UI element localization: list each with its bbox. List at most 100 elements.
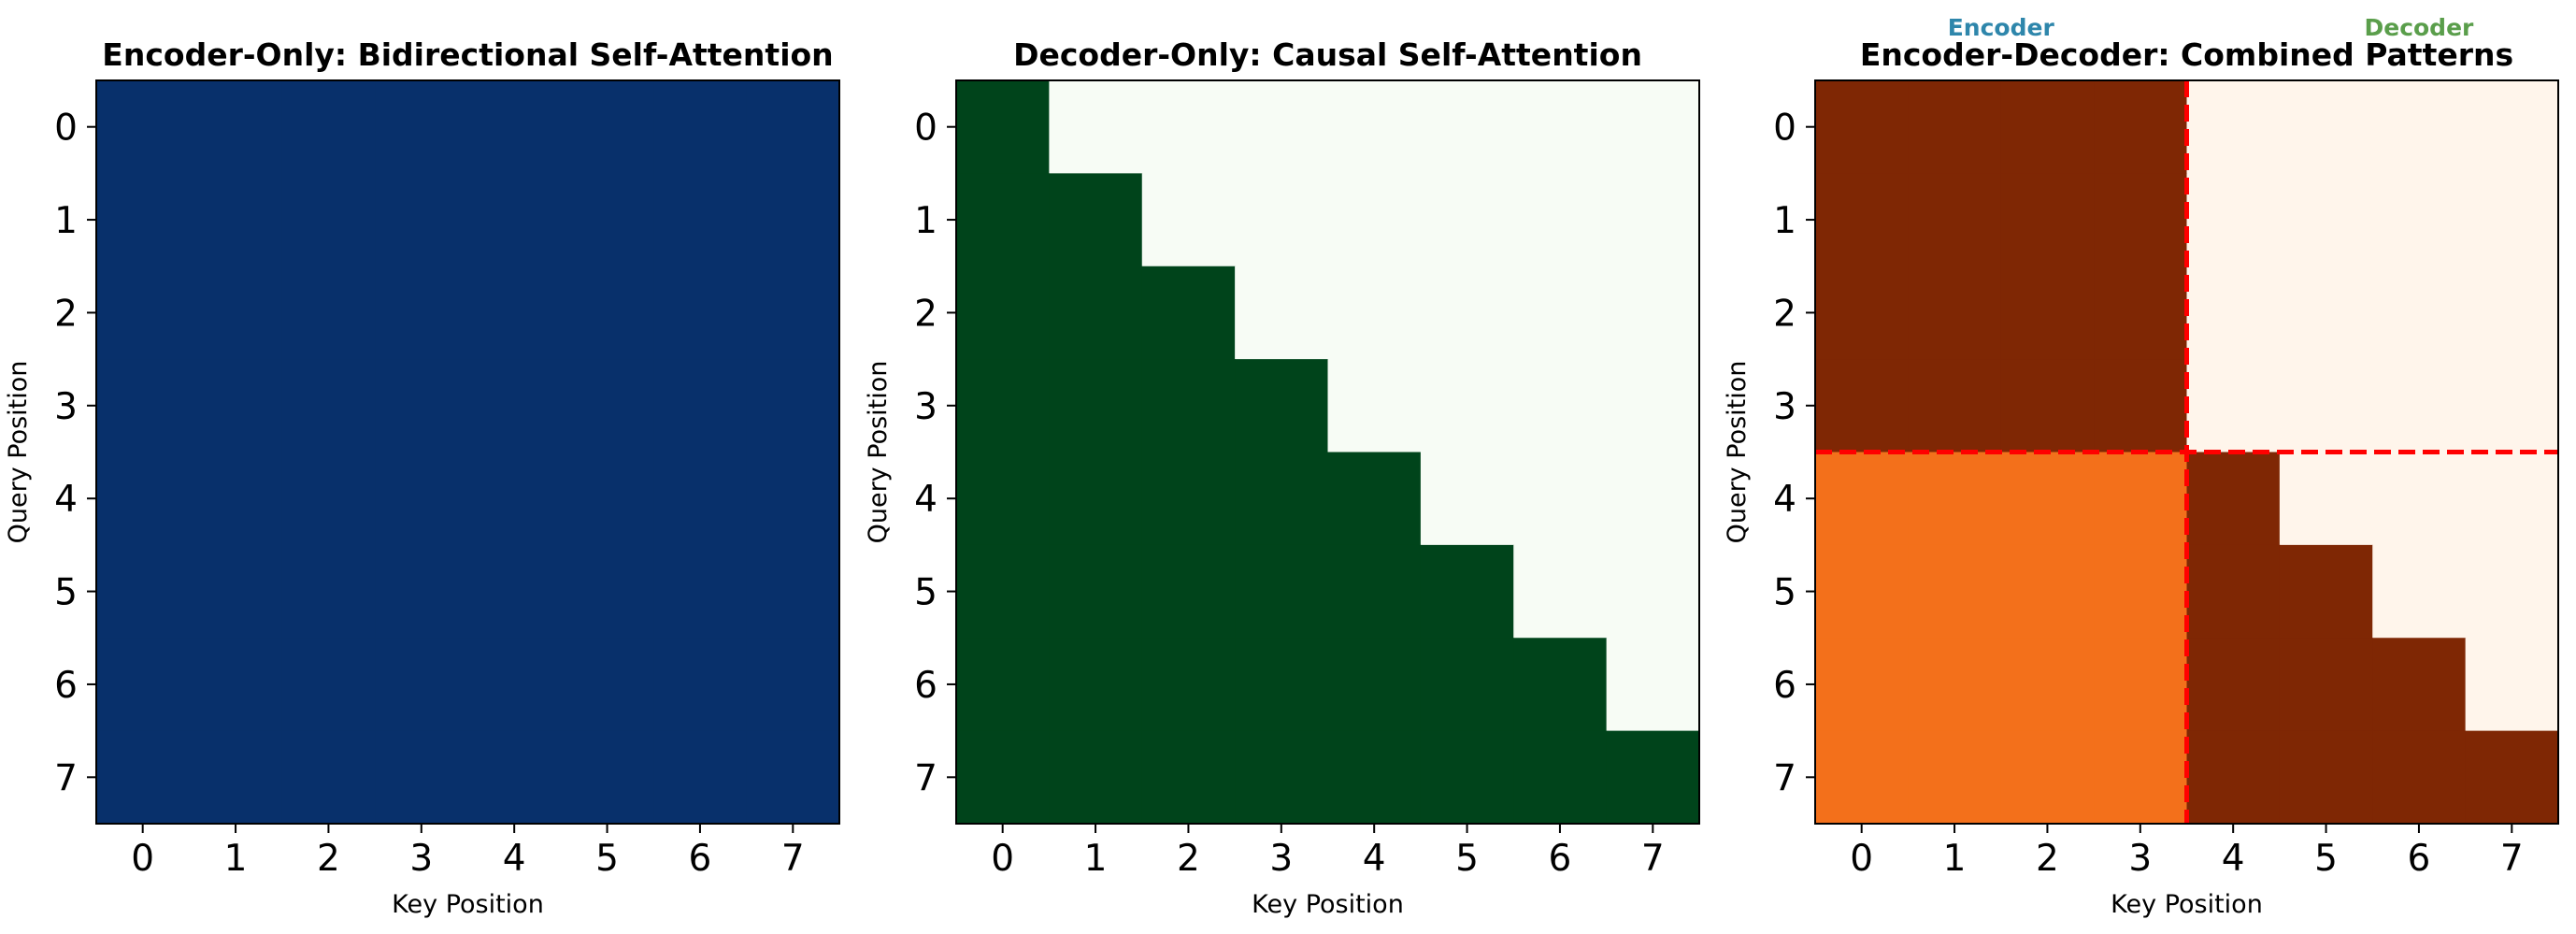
heatmap-cell-r6-c0 [96,638,190,732]
heatmap-cell-r0-c7 [746,80,840,174]
heatmap-cell-r3-c6 [1513,359,1608,453]
heatmap-cell-r0-c2 [2000,80,2095,174]
panel-title: Decoder-Only: Causal Self-Attention [1013,36,1642,73]
heatmap-cell-r5-c4 [2186,544,2281,639]
heatmap-cell-r1-c2 [1141,173,1236,267]
heatmap-cell-r1-c1 [1908,173,2002,267]
y-tick-label: 6 [54,665,78,707]
heatmap-cell-r7-c5 [1420,730,1514,825]
heatmap-cell-r4-c3 [2094,452,2188,546]
heatmap-cell-r7-c5 [560,730,654,825]
heatmap-cell-r6-c6 [1513,638,1608,732]
y-tick-label: 7 [1773,757,1796,799]
y-tick-label: 7 [914,757,937,799]
y-tick-label: 2 [54,293,78,335]
heatmap-cell-r4-c7 [2465,452,2559,546]
heatmap-cell-r7-c5 [2279,730,2373,825]
heatmap-cell-r5-c7 [1606,544,1700,639]
heatmap-cell-r6-c2 [2000,638,2095,732]
region-label-decoder: Decoder [2364,14,2474,41]
x-axis-label: Key Position [2111,890,2263,919]
heatmap-cell-r6-c7 [2465,638,2559,732]
heatmap-cell-r2-c0 [956,266,1050,360]
heatmap-cell-r4-c7 [1606,452,1700,546]
heatmap-cell-r7-c4 [2186,730,2281,825]
heatmap-cell-r7-c7 [1606,730,1700,825]
y-axis-label: Query Position [4,361,33,544]
heatmap-cell-r0-c6 [653,80,748,174]
x-tick-label: 7 [1641,838,1665,880]
y-tick-label: 6 [914,665,937,707]
heatmap-cell-r0-c3 [2094,80,2188,174]
heatmap-cell-r3-c3 [2094,359,2188,453]
heatmap-cell-r5-c6 [1513,544,1608,639]
heatmap-cell-r5-c4 [1327,544,1422,639]
heatmap-cell-r7-c6 [653,730,748,825]
heatmap-cell-r4-c0 [1815,452,1909,546]
heatmap-cell-r1-c5 [2279,173,2373,267]
y-tick-label: 2 [1773,293,1796,335]
x-tick-label: 0 [131,838,154,880]
heatmap-cell-r1-c2 [2000,173,2095,267]
heatmap-cell-r3-c7 [2465,359,2559,453]
heatmap-cell-r5-c2 [281,544,376,639]
heatmap-cell-r4-c2 [281,452,376,546]
heatmap-cell-r1-c7 [1606,173,1700,267]
heatmap-cell-r3-c2 [281,359,376,453]
heatmap-cell-r4-c4 [467,452,562,546]
x-tick-label: 5 [595,838,619,880]
heatmap-cell-r2-c4 [1327,266,1422,360]
x-tick-label: 6 [2408,838,2431,880]
heatmap-cell-r6-c4 [467,638,562,732]
heatmap-cell-r2-c3 [375,266,469,360]
heatmap-cell-r1-c0 [1815,173,1909,267]
x-tick-label: 0 [991,838,1014,880]
heatmap-cell-r0-c5 [2279,80,2373,174]
heatmap-cell-r5-c7 [2465,544,2559,639]
y-tick-label: 0 [1773,108,1796,150]
heatmap-cell-r0-c6 [2372,80,2467,174]
heatmap-cell-r3-c3 [1235,359,1329,453]
heatmap-cell-r7-c0 [96,730,190,825]
heatmap-cell-r0-c2 [281,80,376,174]
heatmap-panel-3: 0 1 2 3 4 5 6 7 0 1 2 3 4 5 6 7 Encoder-Decoder: Combine… [1723,14,2559,919]
heatmap-cell-r1-c4 [1327,173,1422,267]
heatmap-cell-r7-c7 [746,730,840,825]
heatmap-cell-r5-c2 [1141,544,1236,639]
heatmap-cell-r2-c6 [1513,266,1608,360]
heatmap-cell-r3-c2 [1141,359,1236,453]
y-tick-label: 7 [54,757,78,799]
heatmap-cell-r0-c5 [560,80,654,174]
heatmap-cell-r6-c7 [746,638,840,732]
heatmap-cell-r5-c3 [1235,544,1329,639]
heatmap-cell-r7-c1 [189,730,283,825]
heatmap-cell-r0-c1 [189,80,283,174]
x-tick-label: 1 [1943,838,1967,880]
heatmap-cell-r7-c0 [1815,730,1909,825]
heatmap-cell-r5-c4 [467,544,562,639]
heatmap-cell-r6-c1 [189,638,283,732]
heatmap-cell-r1-c3 [375,173,469,267]
heatmap-cell-r4-c3 [1235,452,1329,546]
x-tick-label: 5 [1455,838,1479,880]
heatmap-cell-r4-c5 [1420,452,1514,546]
heatmap-cell-r2-c3 [1235,266,1329,360]
heatmap-cell-r3-c5 [1420,359,1514,453]
heatmap-cell-r5-c3 [375,544,469,639]
heatmap-cell-r2-c0 [1815,266,1909,360]
heatmap-cell-r4-c3 [375,452,469,546]
heatmap-cell-r4-c4 [2186,452,2281,546]
y-tick-label: 5 [1773,572,1796,614]
heatmap-cell-r0-c4 [467,80,562,174]
heatmap-cell-r6-c3 [375,638,469,732]
heatmap-cell-r7-c3 [1235,730,1329,825]
heatmap-cell-r2-c7 [2465,266,2559,360]
heatmap-cell-r6-c2 [281,638,376,732]
heatmap-cell-r1-c0 [956,173,1050,267]
y-axis-label: Query Position [864,361,893,544]
region-label-encoder: Encoder [1948,14,2055,41]
heatmap-cell-r0-c5 [1420,80,1514,174]
heatmap-cell-r1-c4 [467,173,562,267]
heatmap-cell-r6-c5 [560,638,654,732]
heatmap-cell-r7-c7 [2465,730,2559,825]
